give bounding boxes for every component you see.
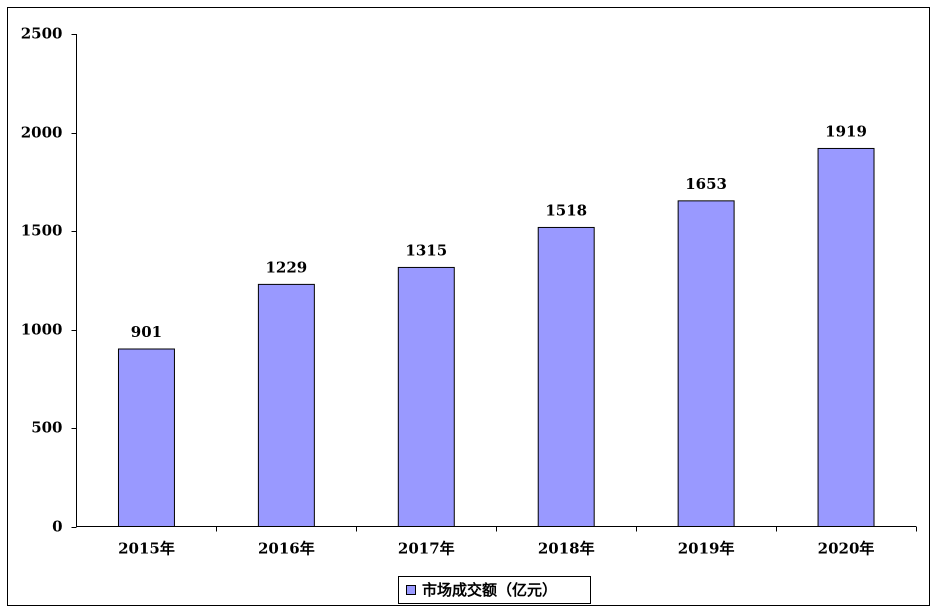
y-tick-label: 1500 — [21, 222, 63, 240]
bar — [117, 348, 175, 527]
bar — [677, 200, 735, 527]
legend-box — [398, 576, 591, 604]
y-tick-label: 1000 — [21, 321, 63, 339]
x-tick-label: 2018年 — [538, 540, 595, 558]
y-tick-label: 2000 — [21, 124, 63, 142]
legend-label: 市场成交额（亿元） — [422, 581, 557, 599]
y-tick-label: 0 — [52, 518, 62, 536]
legend-swatch — [406, 585, 416, 595]
data-label: 901 — [131, 323, 162, 341]
data-label: 1229 — [266, 258, 308, 276]
bar — [257, 283, 315, 527]
x-tick-label: 2016年 — [258, 540, 315, 558]
y-tick-label: 2500 — [21, 25, 63, 43]
bar — [537, 226, 595, 527]
x-tick-label: 2020年 — [818, 540, 875, 558]
data-label: 1919 — [825, 122, 867, 140]
data-label: 1653 — [685, 175, 727, 193]
x-tick-label: 2019年 — [678, 540, 735, 558]
data-label: 1518 — [545, 201, 587, 219]
data-label: 1315 — [405, 241, 447, 259]
x-tick-label: 2017年 — [398, 540, 455, 558]
x-tick-label: 2015年 — [118, 540, 175, 558]
y-tick-label: 500 — [31, 419, 62, 437]
bar — [817, 147, 875, 527]
bar — [397, 266, 455, 527]
